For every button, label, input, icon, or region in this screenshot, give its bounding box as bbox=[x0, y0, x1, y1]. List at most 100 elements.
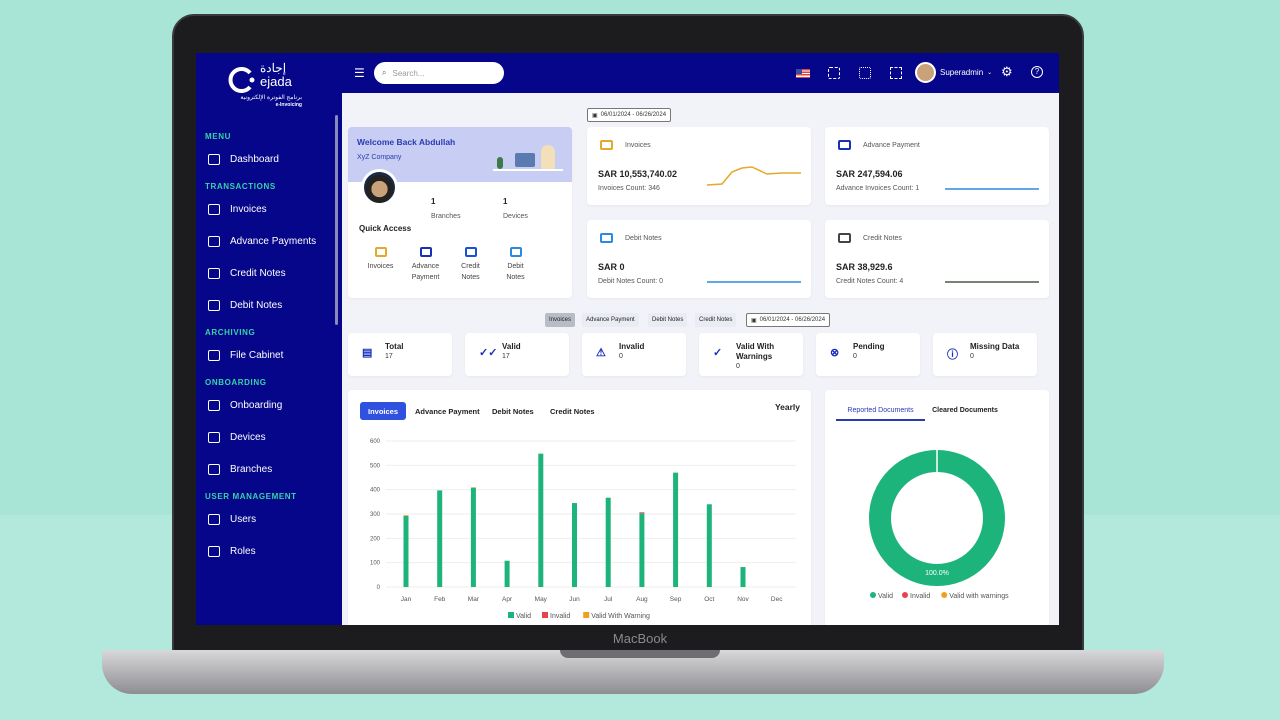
x-tick-label: Sep bbox=[670, 596, 682, 603]
x-tick-label: Jul bbox=[604, 596, 613, 603]
legend-label: Valid bbox=[878, 593, 893, 600]
device-label: MacBook bbox=[612, 631, 668, 646]
quick-access-credit-notes[interactable]: Credit Notes bbox=[448, 247, 493, 283]
sidebar-section-title: ONBOARDING bbox=[205, 378, 267, 387]
legend-label: Invalid bbox=[550, 613, 570, 620]
sidebar-item-invoices[interactable]: Invoices bbox=[208, 204, 267, 215]
x-circle-icon: ⊗ bbox=[830, 347, 840, 359]
topbar: ☰ ⌕ Search... Superadmin ⌄ ⚙ ? bbox=[342, 53, 1059, 93]
filter-date-range-picker[interactable]: ▣ 06/01/2024 - 06/26/2024 bbox=[746, 313, 831, 327]
y-tick-label: 0 bbox=[377, 585, 381, 591]
filter-tab-advance-payment[interactable]: Advance Payment bbox=[582, 313, 639, 327]
summary-card-advance-payment[interactable]: Advance Payment SAR 247,594.06 Advance I… bbox=[825, 127, 1049, 205]
sidebar-item-users[interactable]: Users bbox=[208, 514, 256, 525]
quick-access-invoices[interactable]: Invoices bbox=[358, 247, 403, 272]
chart-tab-credit-notes[interactable]: Credit Notes bbox=[550, 406, 595, 416]
status-card-valid[interactable]: ✓✓ Valid 17 bbox=[465, 333, 569, 376]
devices-label: Devices bbox=[503, 213, 528, 220]
search-icon: ⌕ bbox=[382, 68, 387, 77]
legend-swatch bbox=[508, 612, 514, 618]
legend-dot bbox=[941, 592, 948, 598]
card-icon bbox=[600, 140, 613, 150]
menu-toggle-icon[interactable]: ☰ bbox=[354, 66, 365, 80]
chevron-down-icon: ⌄ bbox=[987, 70, 993, 76]
calendar-icon: ▣ bbox=[592, 112, 598, 119]
branches-count: 1 bbox=[431, 197, 436, 206]
help-icon[interactable]: ? bbox=[1031, 66, 1043, 78]
filter-tab-debit-notes[interactable]: Debit Notes bbox=[648, 313, 688, 327]
sidebar-item-credit-notes[interactable]: Credit Notes bbox=[208, 268, 286, 279]
status-card-missing-data[interactable]: ⓘ Missing Data 0 bbox=[933, 333, 1037, 376]
period-select[interactable]: Yearly bbox=[774, 402, 800, 412]
y-tick-label: 200 bbox=[370, 536, 381, 542]
bar-nov-valid bbox=[740, 567, 746, 587]
calendar-icon: ▣ bbox=[751, 317, 757, 324]
qr-scan-icon[interactable] bbox=[828, 67, 840, 79]
status-card-total[interactable]: ▤ Total 17 bbox=[348, 333, 452, 376]
cash-icon bbox=[208, 236, 220, 247]
quick-access-advance-payment[interactable]: Advance Payment bbox=[403, 247, 448, 283]
bar-chart-card: Invoices Advance Payment Debit Notes Credit… bbox=[348, 390, 811, 625]
card-icon bbox=[838, 140, 851, 150]
y-tick-label: 500 bbox=[370, 463, 381, 469]
card-icon bbox=[600, 233, 613, 243]
sidebar: إجادة ejada برنامج الفوترة الإلكترونية e… bbox=[196, 53, 342, 625]
us-flag-icon[interactable] bbox=[796, 69, 810, 78]
sidebar-item-dashboard[interactable]: Dashboard bbox=[208, 154, 279, 165]
sidebar-item-advance-payments[interactable]: Advance Payments bbox=[208, 236, 316, 247]
quick-access-title: Quick Access bbox=[359, 224, 412, 233]
fullscreen-icon[interactable] bbox=[890, 67, 902, 79]
sidebar-item-devices[interactable]: Devices bbox=[208, 432, 266, 443]
sidebar-section-title: MENU bbox=[205, 132, 231, 141]
bar-feb-valid bbox=[437, 490, 443, 587]
y-tick-label: 400 bbox=[370, 488, 381, 494]
user-check-icon bbox=[208, 546, 220, 557]
company-name: XyZ Company bbox=[357, 154, 402, 161]
avatar bbox=[915, 62, 936, 83]
status-card-invalid[interactable]: ⚠ Invalid 0 bbox=[582, 333, 686, 376]
filter-tab-invoices[interactable]: Invoices bbox=[545, 313, 576, 327]
summary-card-invoices[interactable]: Invoices SAR 10,553,740.02 Invoices Coun… bbox=[587, 127, 811, 205]
summary-card-credit-notes[interactable]: Credit Notes SAR 38,929.6 Credit Notes C… bbox=[825, 220, 1049, 298]
chart-tab-invoices[interactable]: Invoices bbox=[360, 402, 407, 420]
settings-icon[interactable]: ⚙ bbox=[1001, 64, 1013, 79]
search-input[interactable]: ⌕ Search... bbox=[374, 62, 504, 84]
sidebar-item-branches[interactable]: Branches bbox=[208, 464, 272, 475]
desk-illustration bbox=[493, 137, 563, 182]
laptop-notch bbox=[560, 650, 720, 658]
user-menu[interactable]: Superadmin ⌄ bbox=[915, 62, 992, 83]
quick-access-debit-notes[interactable]: Debit Notes bbox=[493, 247, 538, 283]
sidebar-item-debit-notes[interactable]: Debit Notes bbox=[208, 300, 282, 311]
bar-mar-valid bbox=[470, 487, 476, 587]
sidebar-item-onboarding[interactable]: Onboarding bbox=[208, 400, 282, 411]
donut-chart: 100.0% Valid Invalid Valid with warnings bbox=[869, 449, 1009, 600]
bar-may-valid bbox=[538, 453, 544, 587]
x-tick-label: Jan bbox=[401, 596, 412, 603]
ejada-logo: إجادة ejada برنامج الفوترة الإلكترونية e… bbox=[226, 61, 306, 111]
devices-icon bbox=[208, 432, 220, 443]
legend-label: Valid bbox=[516, 613, 531, 620]
apps-icon[interactable] bbox=[859, 67, 871, 79]
bar-oct-valid bbox=[706, 504, 712, 587]
status-card-pending[interactable]: ⊗ Pending 0 bbox=[816, 333, 920, 376]
bar-jul-valid bbox=[605, 497, 611, 587]
filter-tab-credit-notes[interactable]: Credit Notes bbox=[695, 313, 737, 327]
chart-tab-debit-notes[interactable]: Debit Notes bbox=[492, 406, 534, 416]
invoice-icon bbox=[208, 204, 220, 215]
status-card-valid-with-warnings[interactable]: ✓ Valid With Warnings 0 bbox=[699, 333, 803, 376]
donut-slice-valid bbox=[869, 450, 1005, 586]
date-range-picker[interactable]: ▣ 06/01/2024 - 06/26/2024 bbox=[587, 108, 672, 122]
card-icon bbox=[464, 247, 477, 257]
donut-tab-reported-documents[interactable]: Reported Documents bbox=[836, 407, 925, 421]
sidebar-item-file-cabinet[interactable]: File Cabinet bbox=[208, 350, 283, 361]
x-tick-label: Mar bbox=[468, 596, 480, 603]
chart-tab-advance-payment[interactable]: Advance Payment bbox=[415, 406, 480, 416]
legend-dot bbox=[902, 592, 908, 598]
sidebar-section-title: USER MANAGEMENT bbox=[205, 492, 297, 501]
sidebar-scrollbar[interactable] bbox=[335, 115, 338, 325]
sidebar-item-roles[interactable]: Roles bbox=[208, 546, 256, 557]
y-tick-label: 300 bbox=[370, 512, 381, 518]
summary-card-debit-notes[interactable]: Debit Notes SAR 0 Debit Notes Count: 0 bbox=[587, 220, 811, 298]
info-icon: ⓘ bbox=[947, 349, 958, 361]
donut-tab-cleared-documents[interactable]: Cleared Documents bbox=[932, 407, 998, 414]
